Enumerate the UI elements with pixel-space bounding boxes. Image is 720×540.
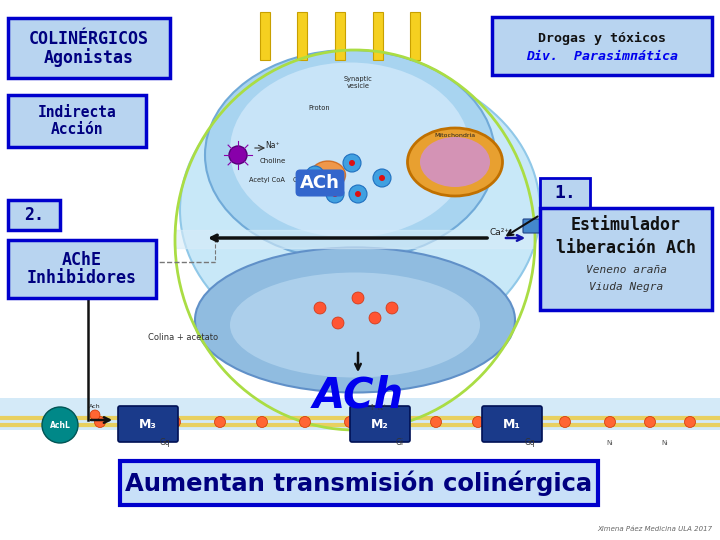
- Bar: [373, 12, 383, 60]
- Circle shape: [349, 160, 355, 166]
- Circle shape: [42, 407, 78, 443]
- Text: Synaptic
vesicle: Synaptic vesicle: [343, 76, 372, 89]
- Text: COLINÉRGICOS: COLINÉRGICOS: [29, 30, 149, 48]
- Circle shape: [332, 191, 338, 197]
- Circle shape: [55, 416, 66, 428]
- Text: AChE: AChE: [62, 251, 102, 269]
- Text: Inhibidores: Inhibidores: [27, 269, 137, 287]
- Circle shape: [349, 185, 367, 203]
- Ellipse shape: [230, 63, 470, 238]
- Text: 1.: 1.: [554, 184, 576, 202]
- Circle shape: [332, 317, 344, 329]
- Circle shape: [256, 416, 268, 428]
- Circle shape: [559, 416, 570, 428]
- Text: Veneno araña: Veneno araña: [585, 265, 667, 275]
- Circle shape: [94, 416, 106, 428]
- FancyBboxPatch shape: [118, 406, 178, 442]
- Text: Acción: Acción: [50, 122, 103, 137]
- Circle shape: [387, 416, 398, 428]
- Text: 2.: 2.: [24, 206, 44, 224]
- Circle shape: [605, 416, 616, 428]
- Text: Proton: Proton: [308, 105, 330, 111]
- Circle shape: [373, 169, 391, 187]
- Circle shape: [169, 416, 181, 428]
- Text: AchL: AchL: [50, 421, 71, 429]
- Circle shape: [306, 166, 324, 184]
- Ellipse shape: [180, 65, 540, 355]
- Text: M₂: M₂: [371, 417, 389, 430]
- Circle shape: [343, 154, 361, 172]
- Text: Drogas y tóxicos: Drogas y tóxicos: [538, 31, 666, 44]
- Text: Nₗ: Nₗ: [662, 440, 668, 446]
- Circle shape: [472, 416, 484, 428]
- Ellipse shape: [230, 273, 480, 377]
- FancyBboxPatch shape: [120, 461, 598, 505]
- Circle shape: [326, 185, 344, 203]
- Circle shape: [229, 146, 247, 164]
- Circle shape: [352, 292, 364, 304]
- FancyBboxPatch shape: [482, 406, 542, 442]
- Bar: [335, 12, 345, 60]
- Text: Gq: Gq: [160, 438, 171, 447]
- FancyBboxPatch shape: [540, 208, 712, 310]
- Circle shape: [431, 416, 441, 428]
- Bar: [297, 12, 307, 60]
- FancyBboxPatch shape: [8, 200, 60, 230]
- Text: Colina + acetato: Colina + acetato: [148, 334, 218, 342]
- Text: Na⁺: Na⁺: [265, 141, 279, 150]
- Text: liberación ACh: liberación ACh: [556, 239, 696, 257]
- Text: Mitochondria: Mitochondria: [434, 133, 476, 138]
- Bar: [410, 12, 420, 60]
- Ellipse shape: [408, 128, 503, 196]
- Ellipse shape: [420, 137, 490, 187]
- Circle shape: [685, 416, 696, 428]
- Bar: [0, 398, 720, 430]
- FancyBboxPatch shape: [8, 95, 146, 147]
- Circle shape: [369, 312, 381, 324]
- Bar: [260, 12, 270, 60]
- FancyBboxPatch shape: [8, 18, 170, 78]
- Text: Gq: Gq: [525, 438, 536, 447]
- FancyBboxPatch shape: [523, 219, 543, 233]
- Text: Ca²⁺: Ca²⁺: [490, 228, 510, 237]
- Text: M₃: M₃: [139, 417, 157, 430]
- Circle shape: [355, 191, 361, 197]
- Text: Ximena Páez Medicina ULA 2017: Ximena Páez Medicina ULA 2017: [597, 526, 712, 532]
- Circle shape: [344, 416, 356, 428]
- FancyBboxPatch shape: [350, 406, 410, 442]
- Text: Estimulador: Estimulador: [571, 216, 681, 234]
- Text: CoA: CoA: [293, 177, 306, 183]
- Circle shape: [515, 416, 526, 428]
- Circle shape: [314, 302, 326, 314]
- Ellipse shape: [195, 247, 515, 393]
- Circle shape: [644, 416, 655, 428]
- Text: Choline: Choline: [260, 158, 287, 164]
- Circle shape: [379, 175, 385, 181]
- Ellipse shape: [205, 50, 495, 260]
- FancyBboxPatch shape: [540, 178, 590, 208]
- FancyBboxPatch shape: [492, 17, 712, 75]
- Circle shape: [300, 416, 310, 428]
- Text: Indirecta: Indirecta: [37, 105, 117, 120]
- Circle shape: [215, 416, 225, 428]
- Ellipse shape: [310, 161, 346, 189]
- Text: ACh: ACh: [300, 174, 340, 192]
- Text: Acetyl CoA: Acetyl CoA: [249, 177, 285, 183]
- Text: M₁: M₁: [503, 417, 521, 430]
- Text: Agonistas: Agonistas: [44, 48, 134, 67]
- Circle shape: [312, 172, 318, 178]
- Circle shape: [127, 416, 138, 428]
- Circle shape: [386, 302, 398, 314]
- Text: Viuda Negra: Viuda Negra: [589, 282, 663, 292]
- Text: ACh: ACh: [312, 374, 404, 416]
- Text: ↑ K⁺: ↑ K⁺: [369, 403, 387, 412]
- Text: Aumentan transmisión colinérgica: Aumentan transmisión colinérgica: [125, 470, 593, 496]
- Text: Gi: Gi: [396, 438, 404, 447]
- Text: Nₗ: Nₗ: [607, 440, 613, 446]
- Circle shape: [90, 410, 100, 420]
- Text: Ach: Ach: [89, 404, 101, 409]
- Text: Div.  Parasimпática: Div. Parasimпática: [526, 51, 678, 64]
- FancyBboxPatch shape: [8, 240, 156, 298]
